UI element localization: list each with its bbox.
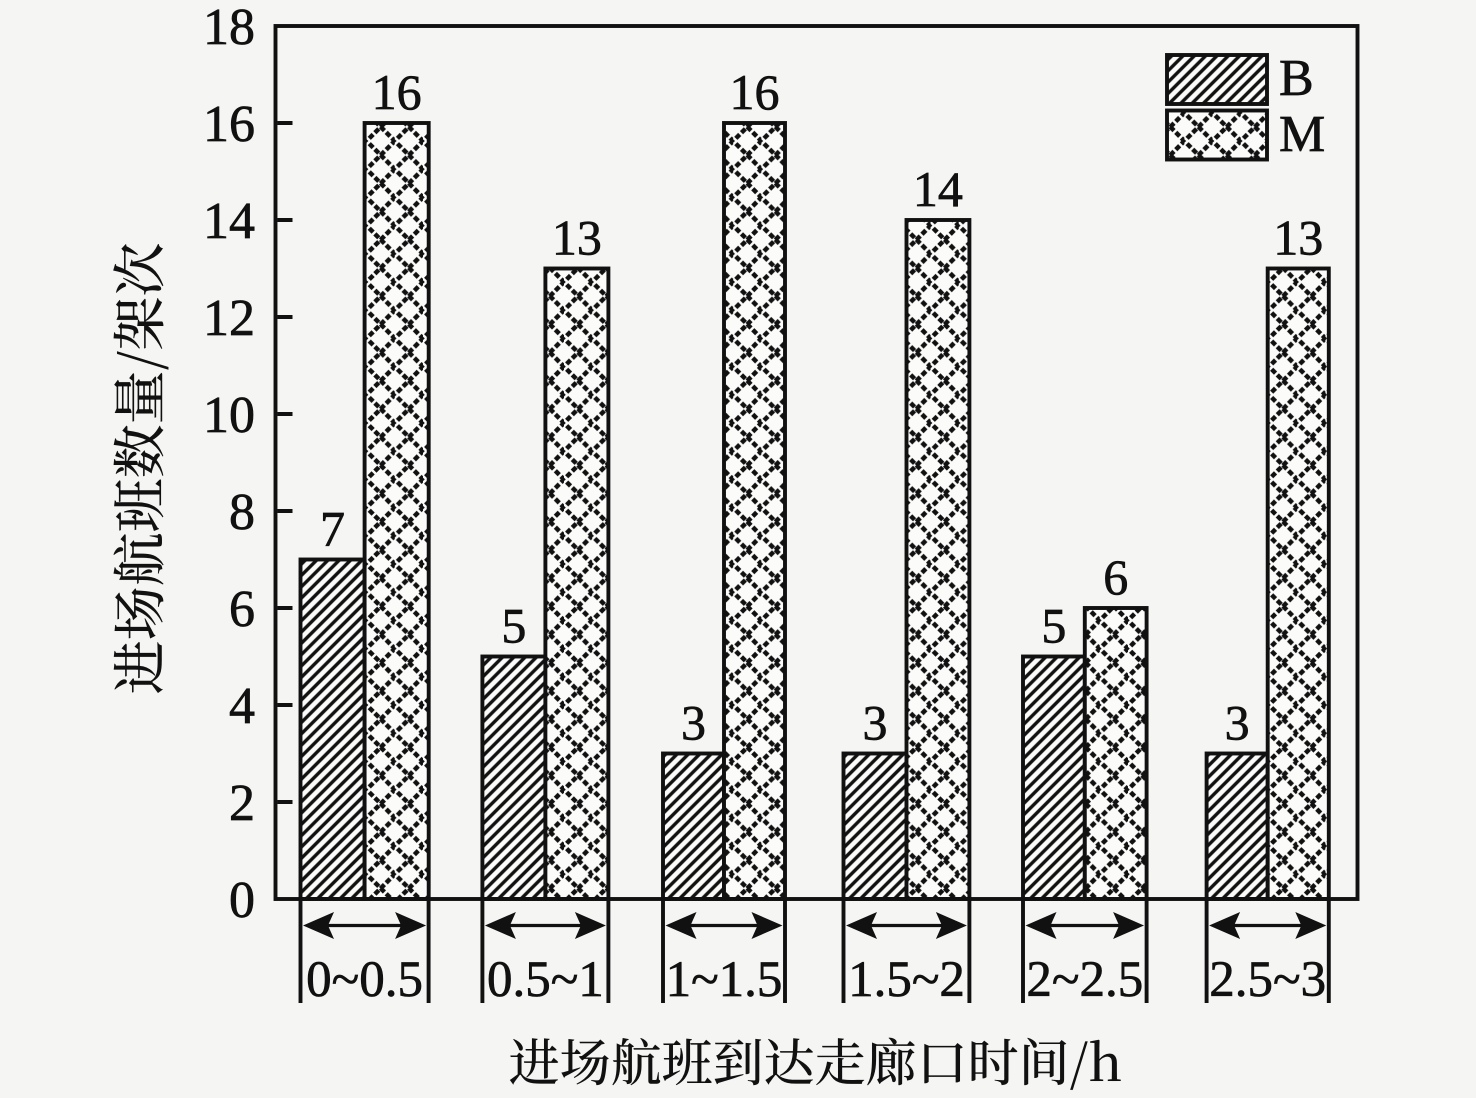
- svg-text:13: 13: [552, 210, 602, 266]
- svg-text:14: 14: [203, 193, 255, 250]
- svg-text:12: 12: [203, 290, 255, 347]
- svg-text:1.5~2: 1.5~2: [848, 952, 965, 1008]
- svg-text:0~0.5: 0~0.5: [306, 952, 423, 1008]
- svg-text:5: 5: [501, 598, 526, 654]
- svg-text:2.5~3: 2.5~3: [1209, 952, 1326, 1008]
- svg-text:5: 5: [1041, 598, 1066, 654]
- svg-text:0.5~1: 0.5~1: [487, 952, 604, 1008]
- svg-text:3: 3: [1225, 695, 1250, 751]
- svg-text:6: 6: [1103, 549, 1128, 605]
- svg-text:8: 8: [229, 484, 255, 541]
- svg-text:2: 2: [229, 775, 255, 832]
- svg-text:16: 16: [730, 64, 780, 120]
- svg-text:2~2.5: 2~2.5: [1026, 952, 1143, 1008]
- svg-text:3: 3: [863, 695, 888, 751]
- svg-text:4: 4: [229, 678, 255, 735]
- svg-text:16: 16: [203, 96, 255, 153]
- svg-text:16: 16: [372, 64, 422, 120]
- svg-text:14: 14: [913, 161, 963, 217]
- svg-text:6: 6: [229, 581, 255, 638]
- svg-text:13: 13: [1273, 210, 1323, 266]
- svg-text:0: 0: [229, 872, 255, 929]
- svg-text:10: 10: [203, 387, 255, 444]
- svg-text:18: 18: [203, 0, 255, 56]
- svg-text:B: B: [1279, 50, 1314, 107]
- svg-text:7: 7: [320, 501, 345, 557]
- svg-text:1~1.5: 1~1.5: [666, 952, 783, 1008]
- svg-text:M: M: [1279, 106, 1325, 163]
- svg-text:3: 3: [681, 695, 706, 751]
